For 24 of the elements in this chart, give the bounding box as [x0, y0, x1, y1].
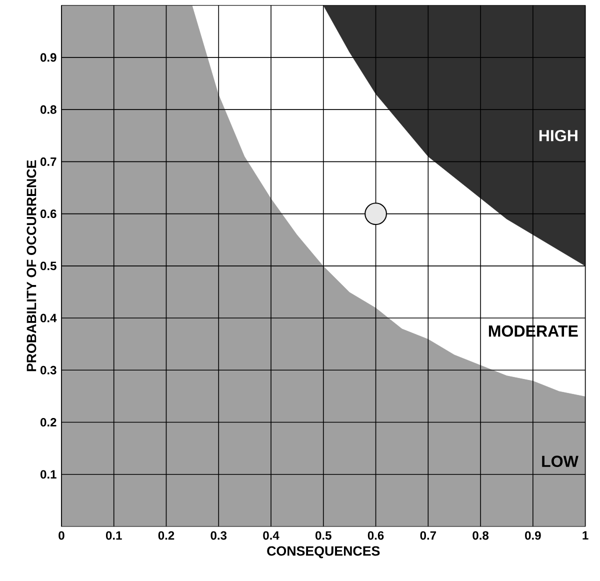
x-tick-label: 0.9 [525, 531, 541, 540]
y-tick-label: 0.7 [40, 157, 56, 166]
x-tick-label: 0 [58, 531, 64, 540]
y-tick-label: 0.6 [40, 209, 56, 218]
x-tick-label: 0.2 [158, 531, 174, 540]
y-tick-label: 0.3 [40, 366, 56, 374]
x-tick-label: 1 [582, 531, 588, 540]
y-tick-label: 0.8 [40, 105, 56, 114]
y-tick-label: 0.5 [40, 262, 56, 270]
y-axis-title: PROBABILITY OF OCCURRENCE [26, 160, 36, 372]
x-tick-label: 0.4 [263, 531, 280, 540]
x-tick-label: 0.5 [316, 531, 332, 540]
x-tick-label: 0.7 [420, 531, 436, 540]
x-tick-label: 0.1 [106, 531, 122, 540]
y-tick-label: 0.9 [40, 53, 56, 62]
x-tick-label: 0.8 [472, 531, 489, 540]
series-label: LOW [542, 456, 578, 467]
y-tick-label: 0.1 [40, 470, 56, 478]
series-label: HIGH [539, 130, 578, 142]
y-tick-label: 0.4 [40, 314, 57, 322]
x-axis-title: CONSEQUENCES [267, 546, 380, 558]
x-tick-label: 0.3 [210, 531, 227, 540]
y-tick-label: 0.2 [40, 418, 56, 426]
x-tick-label: 0.6 [368, 531, 384, 540]
